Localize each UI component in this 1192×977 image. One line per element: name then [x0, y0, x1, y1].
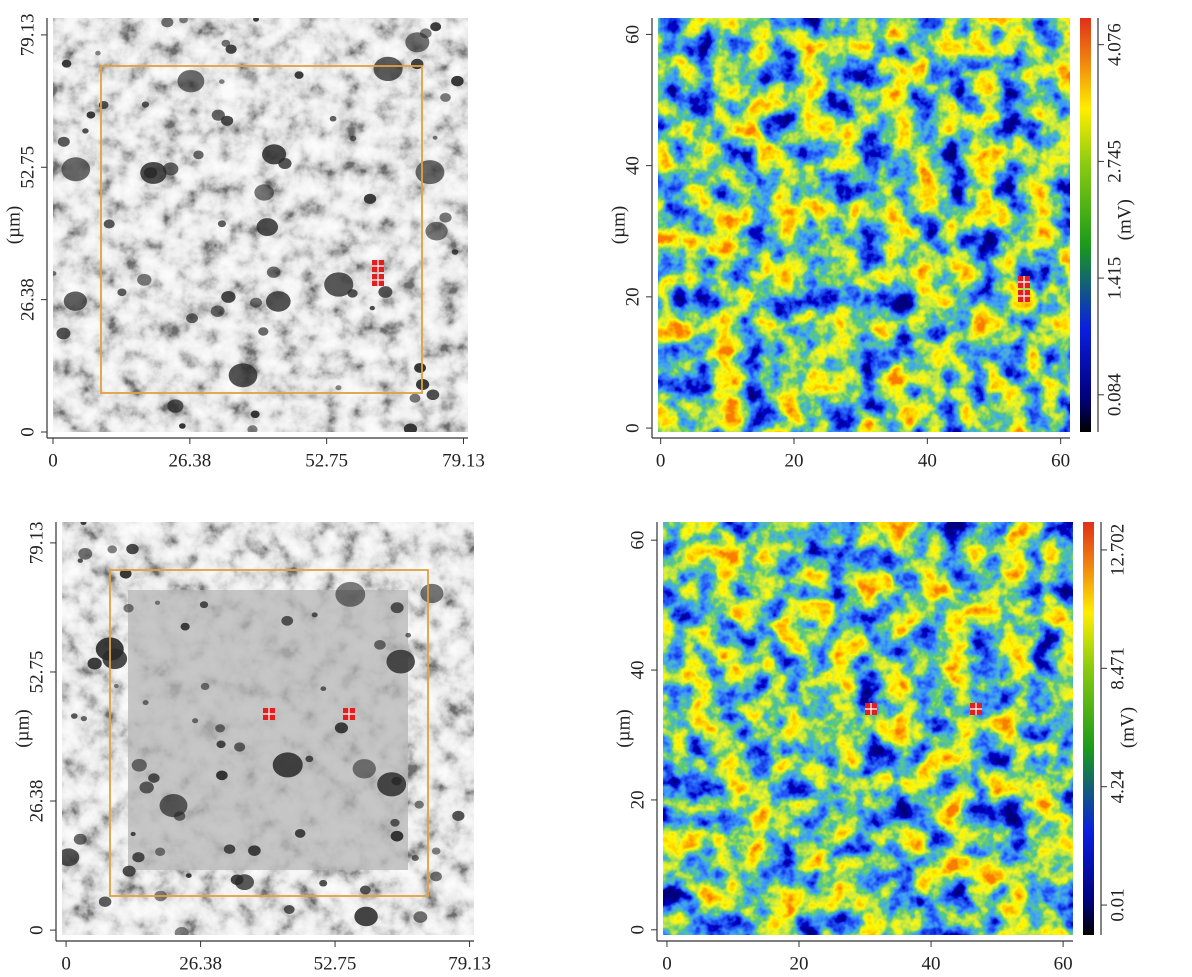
y-tick-label: 0	[17, 427, 38, 437]
colorbar-tick-label: 4.24	[1107, 770, 1128, 804]
y-tick-label: 60	[627, 531, 648, 550]
x-tick-label: 20	[785, 450, 804, 471]
x-tick-label: 79.13	[442, 450, 485, 471]
y-tick-label: 0	[627, 925, 648, 935]
roi-frame	[100, 65, 423, 394]
y-tick-label: 79.13	[17, 14, 38, 57]
heatmap-image	[663, 522, 1073, 935]
y-axis-label: (µm)	[12, 709, 33, 747]
x-tick-label: 20	[790, 953, 809, 974]
colorbar-tick-label: 4.076	[1104, 23, 1125, 66]
x-tick-label: 40	[922, 953, 941, 974]
colorbar-tick-label: 0.084	[1104, 373, 1125, 416]
y-tick-label: 40	[627, 661, 648, 680]
inset-image	[128, 590, 408, 870]
panel: 0 20 40 60 0 20 40 60 (µm) 0.01 4.24 8.471 12.702 (mV…	[613, 522, 1138, 974]
panel: 0 26.38 52.75 79.13 0 26.38 52.75 79.13 (µm)	[12, 522, 491, 975]
colorbar-label: (mV)	[1117, 707, 1138, 748]
y-tick-label: 20	[622, 287, 643, 306]
x-tick-label: 79.13	[448, 953, 491, 974]
y-tick-label: 0	[622, 423, 643, 433]
y-tick-label: 60	[622, 25, 643, 44]
y-tick-label: 26.38	[26, 780, 47, 823]
y-tick-label: 52.75	[26, 651, 47, 694]
micrograph	[62, 522, 474, 935]
x-tick-label: 0	[656, 450, 666, 471]
colorbar-tick-label: 0.01	[1107, 888, 1128, 921]
x-tick-label: 0	[61, 953, 71, 974]
panel: 0 20 40 60 0 20 40 60 (µm) 0.084 1.415 2.745 4.076 (m…	[608, 18, 1135, 471]
colorbar-tick-label: 2.745	[1104, 140, 1125, 183]
y-tick-label: 26.38	[17, 278, 38, 321]
micrograph	[53, 18, 468, 432]
y-axis-label: (µm)	[613, 709, 634, 747]
x-tick-label: 26.38	[168, 450, 211, 471]
y-tick-label: 40	[622, 156, 643, 175]
colorbar	[1083, 522, 1094, 935]
x-tick-label: 0	[662, 953, 672, 974]
x-tick-label: 60	[1051, 450, 1070, 471]
colorbar-tick-label: 8.471	[1107, 647, 1128, 690]
x-tick-label: 52.75	[305, 450, 348, 471]
y-tick-label: 52.75	[17, 146, 38, 189]
y-tick-label: 79.13	[26, 522, 47, 565]
x-tick-label: 40	[918, 450, 937, 471]
x-tick-label: 60	[1054, 953, 1073, 974]
y-tick-label: 20	[627, 790, 648, 809]
colorbar-tick-label: 1.415	[1104, 257, 1125, 300]
heatmap-image	[658, 18, 1070, 432]
colorbar	[1080, 18, 1091, 432]
y-tick-label: 0	[26, 925, 47, 935]
y-axis-label: (µm)	[3, 206, 24, 244]
x-tick-label: 52.75	[314, 953, 357, 974]
panel: 0 26.38 52.75 79.13 0 26.38 52.75 79.13 (µm)	[3, 14, 485, 472]
colorbar-tick-label: 12.702	[1107, 524, 1128, 576]
colorbar-label: (mV)	[1114, 199, 1135, 240]
x-tick-label: 26.38	[179, 953, 222, 974]
x-tick-label: 0	[48, 450, 58, 471]
y-axis-label: (µm)	[608, 206, 629, 244]
roi-frame	[109, 569, 429, 897]
